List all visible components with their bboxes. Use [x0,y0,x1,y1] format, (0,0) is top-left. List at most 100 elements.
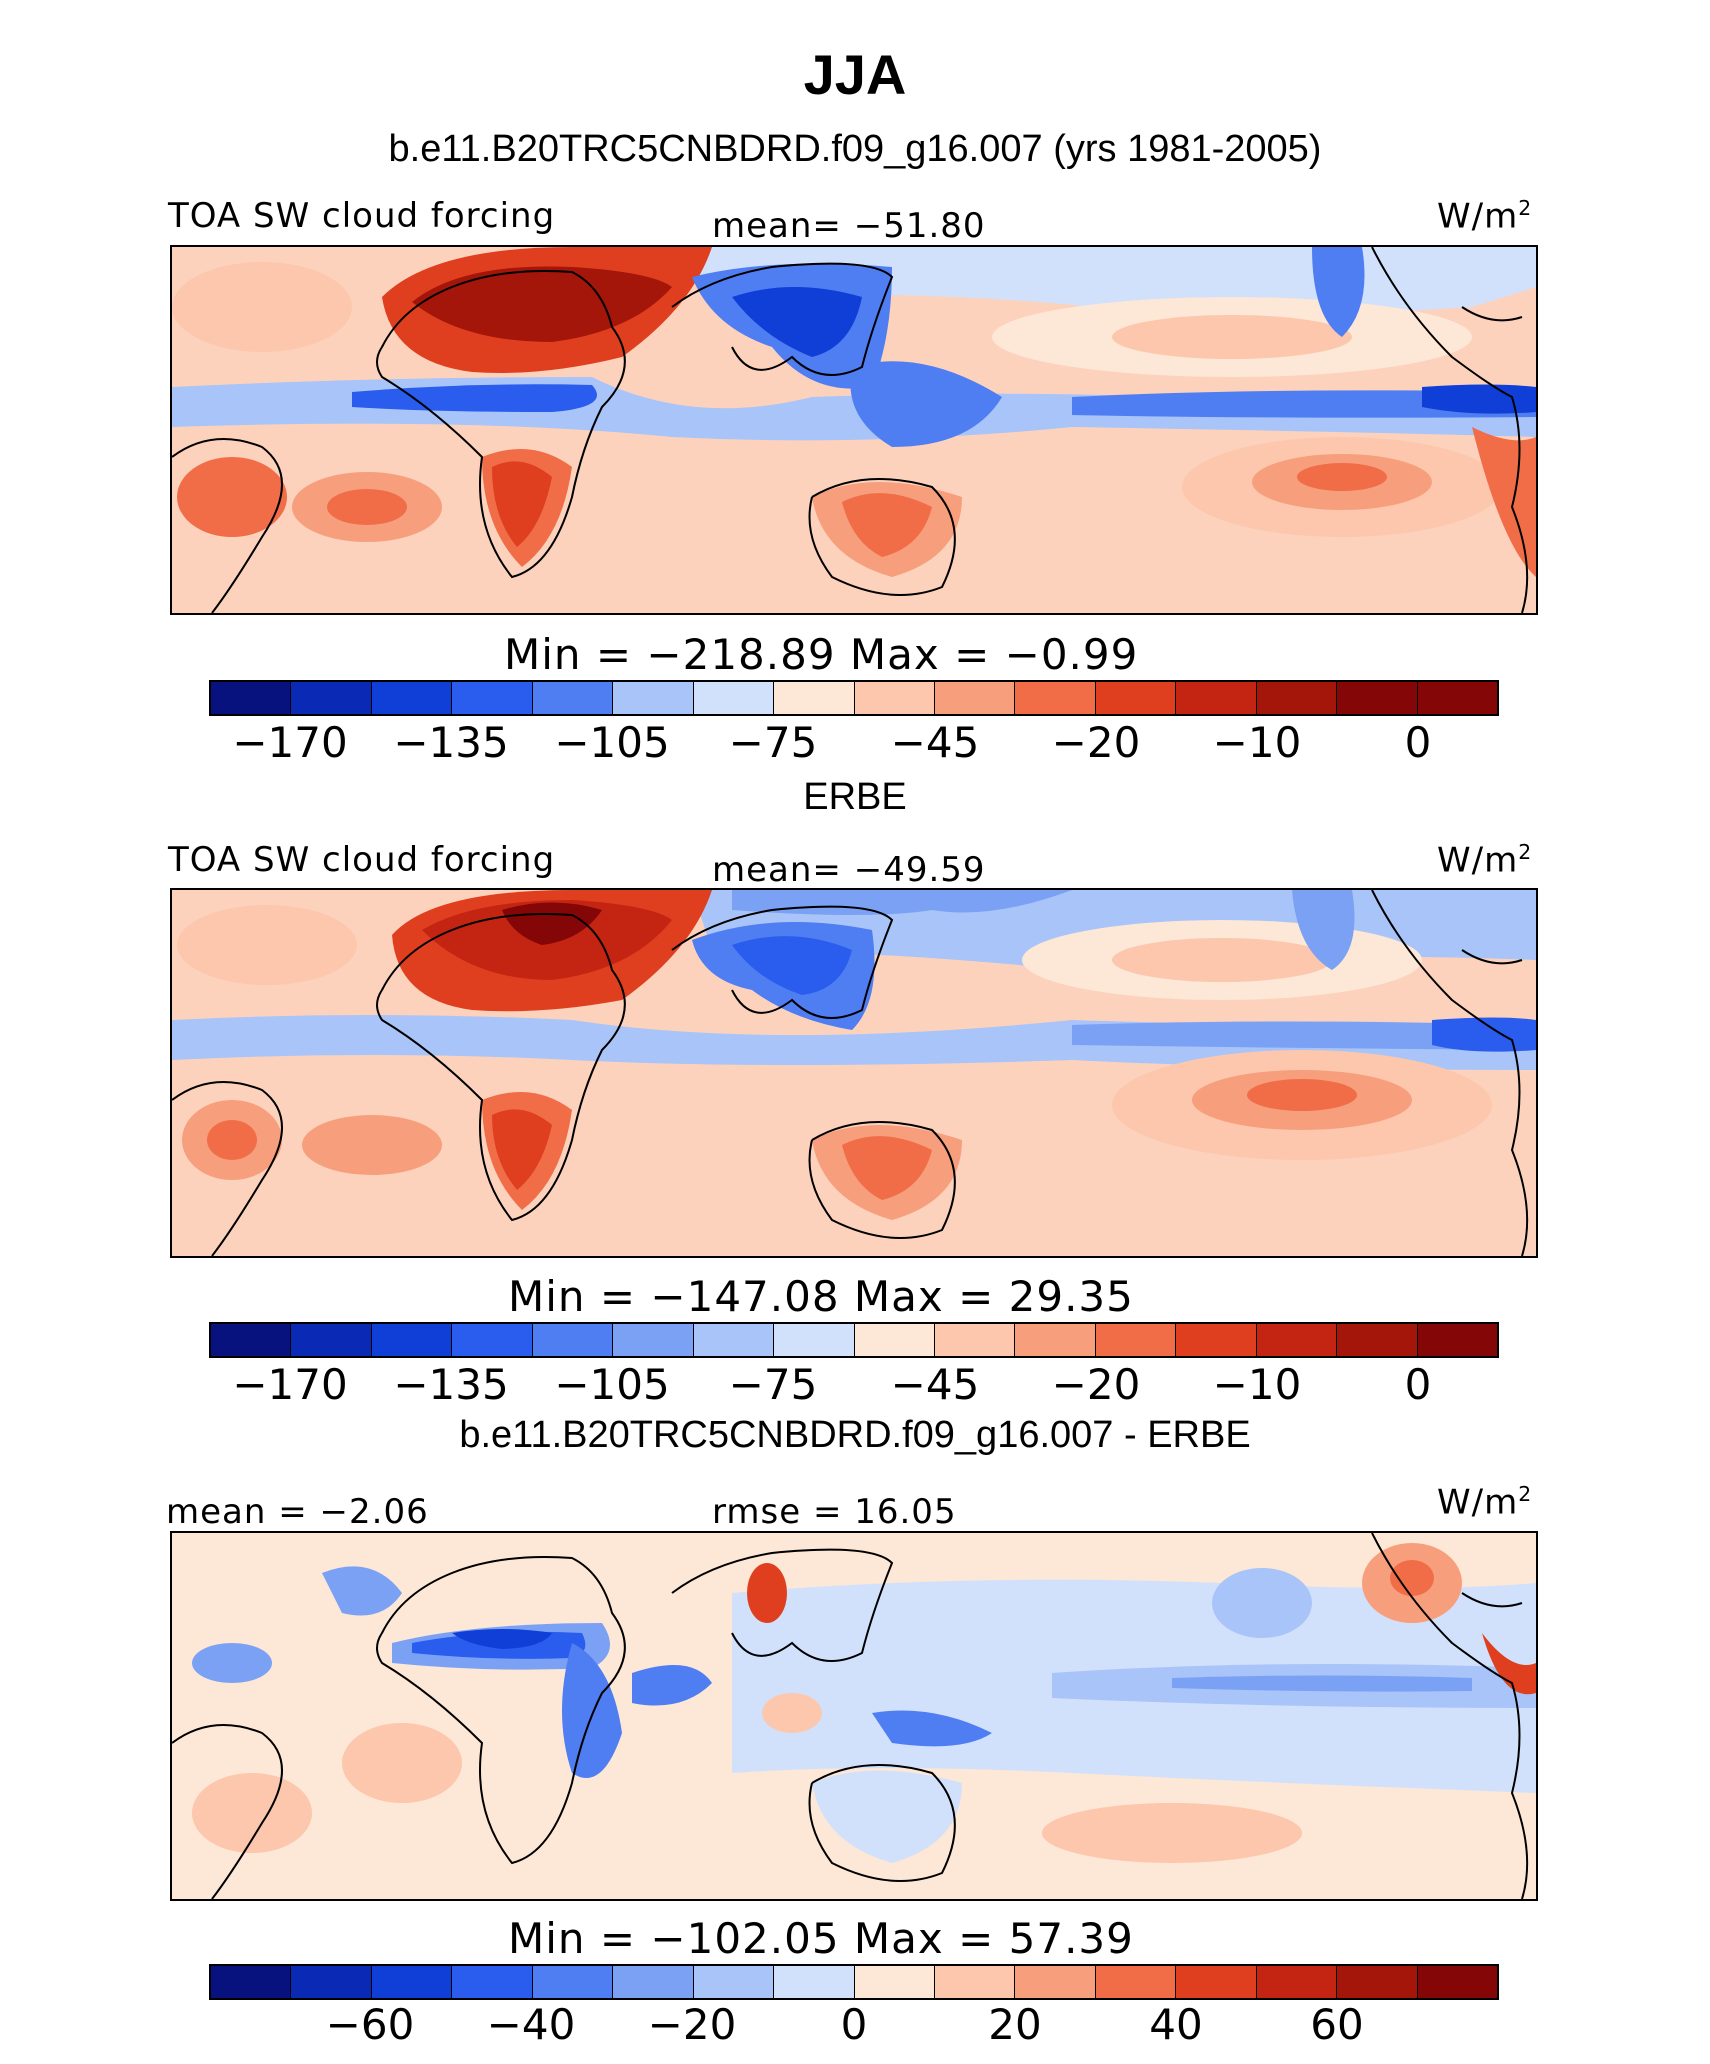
colorbar-swatch [1417,1966,1497,1998]
colorbar-swatch [1337,1966,1418,1998]
colorbar-swatch [1337,682,1418,714]
panel-3-subtitle: b.e11.B20TRC5CNBDRD.f09_g16.007 - ERBE [459,1414,1251,1456]
colorbar-tick-label: −105 [554,718,670,767]
colorbar-swatch [1176,1966,1257,1998]
colorbar-swatch [532,682,614,714]
panel-3-mean-label: mean = −2.06 [166,1492,429,1532]
colorbar-swatch [1417,682,1497,714]
colorbar-swatch [1095,1966,1177,1998]
units-exponent: 2 [1518,196,1533,220]
colorbar-tick-label: −170 [232,718,348,767]
colorbar-swatch [1095,682,1177,714]
colorbar-tick-label: 20 [988,2000,1042,2049]
units-text: W/m [1437,840,1519,881]
panel-1-colorbar [209,680,1499,716]
colorbar-swatch [532,1966,614,1998]
colorbar-tick-label: −60 [325,2000,415,2049]
colorbar-swatch [1015,1966,1096,1998]
colorbar-swatch [371,682,453,714]
colorbar-tick-label: −45 [890,718,980,767]
colorbar-swatch [291,1966,372,1998]
colorbar-tick-label: −10 [1212,718,1302,767]
panel-1-map [170,245,1538,615]
colorbar-swatch [1417,1324,1497,1356]
colorbar-swatch [211,1324,292,1356]
panel-2-units: W/m2 [1437,840,1532,880]
colorbar-swatch [774,682,855,714]
panel-2-variable-label: TOA SW cloud forcing [168,840,556,880]
colorbar-tick-label: −75 [728,1360,818,1409]
panel-3-map [170,1531,1538,1901]
panel-2-map [170,888,1538,1258]
colorbar-swatch [452,1324,533,1356]
colorbar-tick-label: −135 [393,718,509,767]
panel-1-subtitle: b.e11.B20TRC5CNBDRD.f09_g16.007 (yrs 198… [388,128,1322,170]
colorbar-swatch [693,682,775,714]
colorbar-swatch [934,1966,1016,1998]
panel-2-subtitle: ERBE [803,776,907,818]
colorbar-swatch [774,1966,855,1998]
panel-2-mean-label: mean= −49.59 [712,850,986,890]
colorbar-swatch [613,1324,694,1356]
colorbar-tick-label: −45 [890,1360,980,1409]
colorbar-swatch [1337,1324,1418,1356]
colorbar-swatch [452,1966,533,1998]
colorbar-tick-label: 40 [1149,2000,1203,2049]
colorbar-tick-label: −105 [554,1360,670,1409]
colorbar-swatch [854,1966,935,1998]
colorbar-swatch [693,1966,775,1998]
panel-1-mean-label: mean= −51.80 [712,206,986,246]
panel-3-rmse-label: rmse = 16.05 [712,1492,957,1532]
colorbar-swatch [1256,1966,1338,1998]
colorbar-tick-label: −20 [647,2000,737,2049]
colorbar-swatch [371,1324,453,1356]
panel-3-colorbar [209,1964,1499,2000]
colorbar-swatch [613,1966,694,1998]
colorbar-tick-label: 0 [1404,1360,1432,1409]
panel-2-colorbar [209,1322,1499,1358]
colorbar-tick-label: 60 [1310,2000,1364,2049]
units-text: W/m [1437,196,1519,237]
colorbar-tick-label: −75 [728,718,818,767]
colorbar-swatch [211,1966,292,1998]
units-exponent: 2 [1518,840,1533,864]
colorbar-tick-label: 0 [1404,718,1432,767]
colorbar-swatch [291,682,372,714]
colorbar-swatch [1015,1324,1096,1356]
colorbar-tick-label: −170 [232,1360,348,1409]
colorbar-swatch [452,682,533,714]
colorbar-swatch [211,682,292,714]
panel-3-map-svg [172,1533,1536,1899]
colorbar-tick-label: −40 [486,2000,576,2049]
colorbar-swatch [854,682,935,714]
colorbar-swatch [371,1966,453,1998]
panel-1-map-svg [172,247,1536,613]
colorbar-swatch [774,1324,855,1356]
colorbar-tick-label: −135 [393,1360,509,1409]
colorbar-swatch [532,1324,614,1356]
colorbar-tick-label: −20 [1051,1360,1141,1409]
colorbar-swatch [854,1324,935,1356]
panel-2-minmax: Min = −147.08 Max = 29.35 [508,1272,1134,1321]
colorbar-swatch [1256,1324,1338,1356]
panel-2-map-svg [172,890,1536,1256]
colorbar-swatch [1176,1324,1257,1356]
panel-1-units: W/m2 [1437,196,1532,236]
units-exponent: 2 [1518,1482,1533,1506]
colorbar-swatch [1015,682,1096,714]
panel-1-minmax: Min = −218.89 Max = −0.99 [504,630,1139,679]
colorbar-swatch [934,1324,1016,1356]
colorbar-tick-label: −20 [1051,718,1141,767]
panel-3-minmax: Min = −102.05 Max = 57.39 [508,1914,1134,1963]
units-text: W/m [1437,1482,1519,1523]
colorbar-swatch [1256,682,1338,714]
colorbar-tick-label: 0 [840,2000,868,2049]
colorbar-swatch [934,682,1016,714]
colorbar-swatch [613,682,694,714]
panel-1-variable-label: TOA SW cloud forcing [168,196,556,236]
colorbar-tick-label: −10 [1212,1360,1302,1409]
colorbar-swatch [291,1324,372,1356]
figure-title: JJA [803,43,907,106]
panel-3-units: W/m2 [1437,1482,1532,1522]
colorbar-swatch [1176,682,1257,714]
